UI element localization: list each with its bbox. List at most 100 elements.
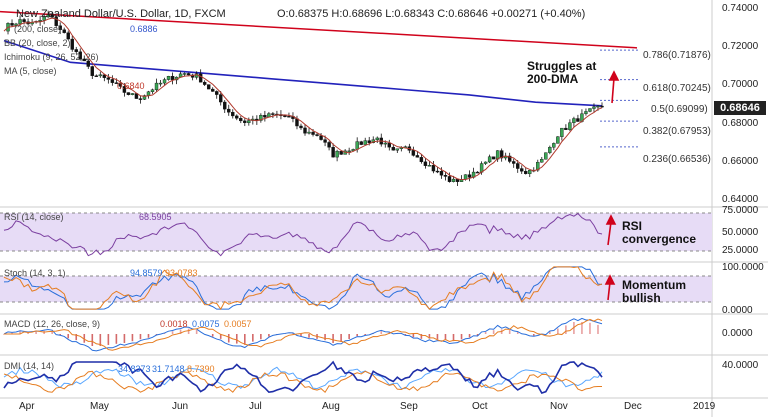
- x-tick-jun: Jun: [172, 401, 189, 412]
- candle-body: [303, 127, 307, 134]
- candle-body: [475, 171, 480, 174]
- sma200-label[interactable]: (200, close): [14, 24, 62, 34]
- candle-body: [182, 73, 187, 75]
- rsi-value: 68.5905: [139, 212, 172, 222]
- last-price-box: 0.68646: [714, 101, 766, 115]
- candle-body: [311, 131, 315, 135]
- candle-body: [540, 159, 544, 163]
- candle-body: [383, 142, 387, 145]
- candle-body: [520, 168, 524, 172]
- candle-body: [138, 98, 143, 100]
- macd-hist-bar: [436, 334, 439, 340]
- candle-body: [375, 137, 379, 140]
- candle-body: [588, 108, 592, 112]
- dmi-adx-value: 34.8373: [118, 364, 151, 374]
- dmi-label[interactable]: DMI (14, 14): [4, 361, 55, 371]
- candle-body: [243, 120, 247, 123]
- x-tick-apr: Apr: [19, 401, 35, 412]
- macd-hist-bar: [428, 334, 431, 339]
- macd-hist-bar: [187, 328, 190, 334]
- candle-body: [94, 75, 99, 77]
- candle-body: [210, 88, 215, 92]
- macd-hist-bar: [244, 334, 246, 345]
- y-tick-4: 0.66000: [722, 156, 759, 167]
- candle-body: [287, 116, 291, 118]
- candle-body: [395, 148, 400, 151]
- candle-body: [564, 127, 568, 130]
- ma5-label[interactable]: MA (5, close): [4, 66, 57, 76]
- macd-hist-bar: [348, 334, 350, 340]
- macd-hist-bar: [340, 334, 342, 342]
- macd-hist-bar: [380, 331, 383, 334]
- fib-label-786: 0.786(0.71876): [643, 50, 711, 61]
- x-tick-oct: Oct: [472, 401, 488, 412]
- macd-hist-value: 0.0018: [160, 319, 188, 329]
- candle-body: [206, 84, 211, 90]
- candle-body: [98, 74, 103, 77]
- macd-hist-bar: [179, 329, 182, 334]
- candle-body: [483, 161, 488, 164]
- macd-hist-bar: [581, 322, 583, 334]
- macd-hist-bar: [107, 334, 110, 345]
- rsi-tick-50: 50.0000: [722, 227, 759, 238]
- candle-body: [118, 83, 123, 87]
- macd-hist-bar: [589, 322, 591, 334]
- candle-body: [331, 147, 335, 158]
- rsi-tick-75: 75.0000: [722, 205, 759, 216]
- candle-body: [592, 106, 596, 109]
- macd-hist-bar: [27, 332, 29, 334]
- macd-signal-line: [4, 318, 603, 351]
- macd-hist-bar: [516, 332, 519, 334]
- candle-body: [146, 91, 151, 96]
- candle-body: [411, 150, 416, 156]
- x-tick-sep: Sep: [400, 401, 418, 412]
- candle-body: [38, 20, 42, 22]
- candle-body: [596, 105, 600, 108]
- candle-body: [435, 170, 440, 173]
- candle-body: [419, 157, 424, 163]
- macd-hist-bar: [83, 334, 86, 343]
- x-tick-jul: Jul: [249, 401, 262, 412]
- candle-body: [82, 58, 86, 62]
- macd-label[interactable]: MACD (12, 26, close, 9): [4, 319, 101, 329]
- macd-line: [3, 317, 603, 352]
- candle-body: [219, 94, 223, 103]
- ichimoku-label[interactable]: Ichimoku (9, 26, 52, 26): [4, 52, 99, 62]
- macd-hist-bar: [549, 331, 551, 334]
- candle-body: [548, 147, 552, 153]
- candle-body: [166, 76, 171, 80]
- stoch-k-value: 94.8579: [130, 268, 163, 278]
- rsi-label[interactable]: RSI (14, close): [4, 212, 64, 222]
- candle-body: [572, 118, 576, 123]
- y-tick-3: 0.68000: [722, 118, 759, 129]
- x-tick-nov: Nov: [550, 401, 568, 412]
- candle-body: [391, 146, 396, 151]
- macd-hist-bar: [131, 334, 134, 342]
- candle-body: [499, 150, 504, 159]
- candle-body: [66, 32, 70, 40]
- candle-body: [327, 142, 331, 148]
- macd-hist-bar: [123, 334, 126, 343]
- candle-body: [74, 49, 78, 52]
- bb-label[interactable]: BB (20, close, 2): [4, 38, 71, 48]
- candle-body: [584, 111, 588, 114]
- candle-body: [451, 178, 456, 182]
- fib-label-236: 0.236(0.66536): [643, 154, 711, 165]
- candle-body: [512, 161, 516, 164]
- macd-hist-bar: [139, 334, 142, 340]
- y-tick-5: 0.64000: [722, 194, 759, 205]
- candle-body: [247, 120, 251, 123]
- macd-hist-bar: [324, 334, 326, 341]
- candle-body: [335, 150, 339, 158]
- macd-hist-bar: [476, 334, 479, 336]
- macd-hist-bar: [195, 330, 198, 334]
- stoch-label[interactable]: Stoch (14, 3, 1): [4, 268, 66, 278]
- candle-body: [122, 86, 127, 93]
- candle-body: [54, 17, 58, 26]
- candle-body: [18, 19, 22, 25]
- stoch-tick-0: 0.0000: [722, 305, 753, 316]
- stoch-k-line: [3, 266, 603, 310]
- candle-body: [215, 91, 219, 95]
